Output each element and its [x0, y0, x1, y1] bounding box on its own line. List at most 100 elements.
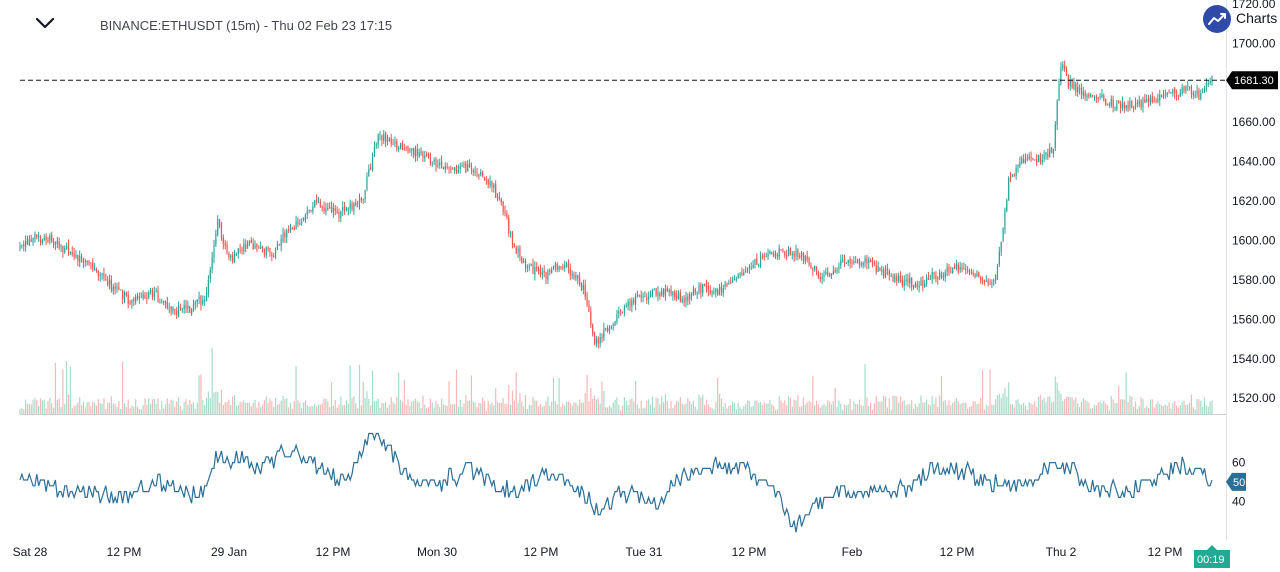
volume-bar	[526, 409, 528, 414]
candle-body	[731, 280, 734, 283]
volume-bar	[146, 404, 148, 414]
candle-body	[683, 298, 685, 303]
volume-bar	[379, 407, 381, 414]
chevron-down-icon[interactable]	[34, 12, 56, 34]
volume-bar	[1067, 396, 1069, 414]
volume-bar	[584, 393, 586, 414]
candle-body	[159, 302, 161, 304]
volume-bar	[321, 403, 323, 414]
candle-body	[310, 209, 312, 211]
volume-bar	[636, 404, 639, 414]
candle-body	[733, 278, 736, 280]
volume-bar	[1030, 403, 1032, 414]
candle-body	[1043, 154, 1045, 160]
time-tick-label: Mon 30	[417, 545, 457, 559]
time-axis[interactable]: Sat 28 12 PM 29 Jan 12 PM Mon 30 12 PM Tue 31 1…	[13, 545, 1183, 559]
volume-bar	[1106, 405, 1109, 414]
volume-bar	[1019, 403, 1021, 414]
volume-bar	[967, 408, 969, 414]
candle-body	[644, 295, 646, 297]
candle-body	[43, 237, 45, 240]
volume-bar	[1011, 404, 1014, 414]
candle-body	[963, 268, 965, 270]
candle-body	[851, 262, 853, 264]
volume-bar	[965, 402, 967, 414]
candle-body	[560, 266, 562, 268]
candle-body	[597, 338, 599, 344]
candle-body	[687, 296, 689, 301]
candle-body	[58, 241, 60, 248]
volume-bar	[1166, 405, 1168, 414]
candle-body	[485, 179, 487, 181]
candle-body	[1077, 86, 1079, 93]
candle-body	[409, 149, 411, 152]
candle-body	[787, 248, 790, 256]
candle-body	[84, 261, 86, 263]
volume-bar	[901, 401, 903, 414]
candle-body	[138, 296, 140, 299]
candle-body	[582, 284, 584, 290]
volume-bar	[1203, 397, 1206, 414]
candle-body	[797, 249, 799, 257]
volume-bar	[273, 407, 275, 414]
candle-body	[442, 167, 445, 170]
volume-bar	[1136, 409, 1138, 414]
candle-body	[801, 253, 803, 257]
volume-bar	[745, 404, 747, 414]
volume-bar	[1168, 402, 1170, 414]
candle-body	[534, 266, 536, 275]
candle-body	[750, 267, 752, 269]
volume-bar	[1082, 398, 1084, 414]
volume-bar	[338, 404, 340, 414]
volume-bar	[909, 404, 911, 414]
candle-body	[1177, 95, 1180, 97]
candle-body	[187, 305, 189, 309]
volume-bar	[1155, 404, 1157, 414]
volume-bar	[1179, 405, 1181, 414]
volume-bar	[239, 401, 241, 414]
volume-bar	[899, 396, 902, 414]
volume-bar	[985, 404, 987, 414]
volume-bar	[754, 400, 756, 414]
price-axis[interactable]: 1720.00 1700.00 1660.00 1640.00 1620.00 1600.…	[1232, 0, 1276, 405]
volume-bar	[735, 409, 737, 414]
volume-bar	[884, 396, 887, 414]
candle-body	[877, 266, 879, 272]
candle-body	[38, 236, 40, 238]
volume-bar	[690, 404, 693, 414]
candle-body	[1200, 93, 1202, 99]
brand-text[interactable]: Charts |	[1236, 10, 1280, 26]
volume-bar	[164, 404, 167, 414]
candle-body	[1192, 93, 1194, 95]
candle-body	[280, 239, 282, 247]
price-tag: 1681.30	[1226, 71, 1278, 90]
volume-bar	[937, 407, 939, 414]
candle-body	[1127, 104, 1129, 109]
volume-bar	[304, 400, 307, 414]
candle-body	[495, 184, 497, 198]
volume-bar	[515, 372, 517, 414]
candle-body	[881, 269, 883, 272]
volume-bar	[248, 402, 251, 414]
candle-body	[856, 259, 859, 262]
volume-bar	[442, 404, 445, 414]
volume-bar	[843, 404, 846, 414]
candle-body	[1207, 83, 1209, 85]
chart-trend-icon[interactable]	[1203, 5, 1231, 33]
rsi-tag-label: 50	[1233, 477, 1245, 489]
volume-bar	[746, 400, 749, 414]
volume-bar	[1153, 407, 1155, 414]
candle-body	[983, 279, 986, 281]
volume-bar	[608, 405, 611, 414]
candle-body	[1037, 155, 1040, 162]
candle-body	[821, 277, 823, 280]
candle-body	[82, 258, 85, 263]
candle-body	[209, 270, 211, 280]
volume-bar	[804, 404, 806, 414]
rsi-axis[interactable]: 60 40	[1232, 456, 1246, 509]
candle-body	[54, 241, 57, 246]
candle-body	[420, 151, 422, 153]
volume-bar	[38, 405, 40, 414]
volume-bar	[1060, 393, 1062, 414]
